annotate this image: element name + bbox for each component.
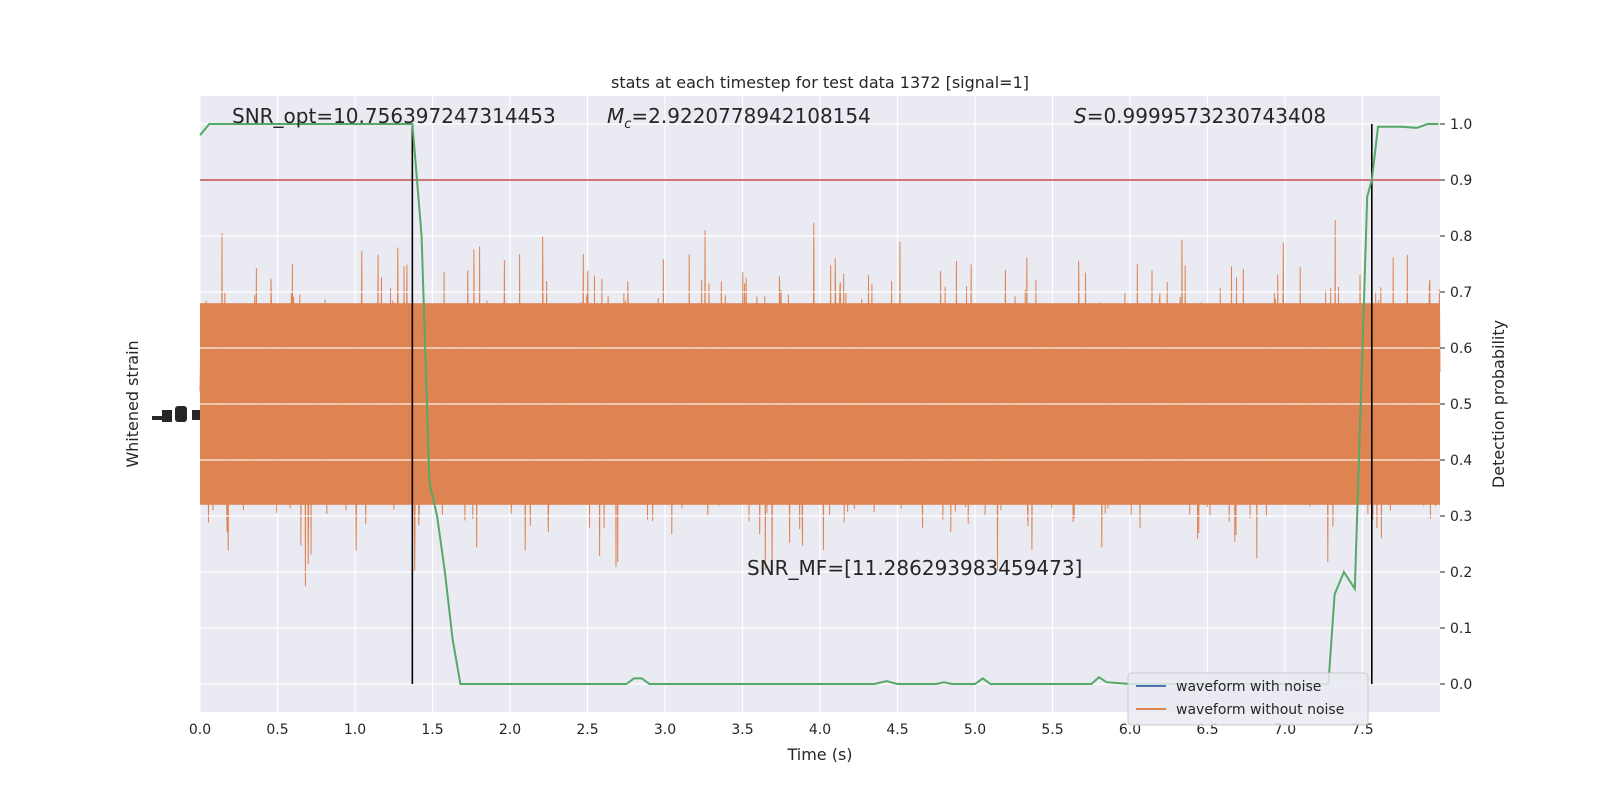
x-tick-label: 3.5 <box>731 722 753 738</box>
y-right-tick-label: 0.9 <box>1450 173 1472 189</box>
x-tick-label: 4.0 <box>809 722 831 738</box>
y-right-tick-label: 0.5 <box>1450 397 1472 413</box>
chirp-mass-subscript: c <box>624 117 631 132</box>
x-tick-label: 2.0 <box>499 722 521 738</box>
y-left-ticks-collapsed <box>152 406 200 422</box>
score-annotation: S=0.9999573230743408 <box>1074 104 1326 128</box>
chart-title: stats at each timestep for test data 137… <box>611 73 1029 92</box>
y-right-tick-label: 1.0 <box>1450 117 1472 133</box>
x-tick-label: 6.0 <box>1119 722 1141 738</box>
y-right-tick-label: 0.3 <box>1450 509 1472 525</box>
x-tick-label: 3.0 <box>654 722 676 738</box>
score-value: =0.9999573230743408 <box>1087 104 1326 128</box>
y-right-tick-label: 0.4 <box>1450 453 1472 469</box>
x-tick-label: 4.5 <box>886 722 908 738</box>
legend-label-with-noise: waveform with noise <box>1176 679 1321 695</box>
x-tick-label: 0.5 <box>266 722 288 738</box>
x-tick-label: 0.0 <box>189 722 211 738</box>
y-right-tick-label: 0.0 <box>1450 677 1472 693</box>
x-tick-label: 1.0 <box>344 722 366 738</box>
x-tick-label: 6.5 <box>1196 722 1218 738</box>
y-right-tick-label: 0.8 <box>1450 229 1472 245</box>
chirp-mass-annotation: Mc=2.9220778942108154 <box>607 104 871 132</box>
detection-probability-line <box>199 123 1439 685</box>
y-right-tick-label: 0.1 <box>1450 621 1472 637</box>
snr-mf-annotation: SNR_MF=[11.286293983459473] <box>747 556 1082 580</box>
y-right-tick-label: 0.2 <box>1450 565 1472 581</box>
x-tick-label: 5.0 <box>964 722 986 738</box>
chirp-mass-value: =2.9220778942108154 <box>631 104 870 128</box>
y-right-tick-label: 0.6 <box>1450 341 1472 357</box>
y-right-tick-label: 0.7 <box>1450 285 1472 301</box>
x-tick-label: 5.5 <box>1041 722 1063 738</box>
legend-label-without-noise: waveform without noise <box>1176 702 1344 718</box>
y-left-axis-label: Whitened strain <box>123 340 142 467</box>
score-symbol: S <box>1074 104 1087 128</box>
chirp-mass-symbol: M <box>607 104 624 128</box>
y-right-tick-labels: 0.0 0.1 0.2 0.3 0.4 0.5 0.6 0.7 0.8 0.9 1.0 <box>1440 117 1472 693</box>
snr-opt-annotation: SNR_opt=10.756397247314453 <box>232 104 556 128</box>
legend: waveform with noise waveform without noi… <box>1127 672 1369 726</box>
x-tick-label: 2.5 <box>576 722 598 738</box>
x-axis-label: Time (s) <box>786 745 852 764</box>
x-tick-label: 7.0 <box>1274 722 1296 738</box>
x-tick-label: 7.5 <box>1351 722 1373 738</box>
x-tick-label: 1.5 <box>421 722 443 738</box>
y-right-axis-label: Detection probability <box>1489 320 1508 488</box>
x-tick-labels: 0.0 0.5 1.0 1.5 2.0 2.5 3.0 3.5 4.0 4.5 5.0 5.5 6.0 6… <box>189 722 1374 738</box>
legend-box <box>1127 672 1369 726</box>
event-marker-lines <box>411 124 1373 684</box>
